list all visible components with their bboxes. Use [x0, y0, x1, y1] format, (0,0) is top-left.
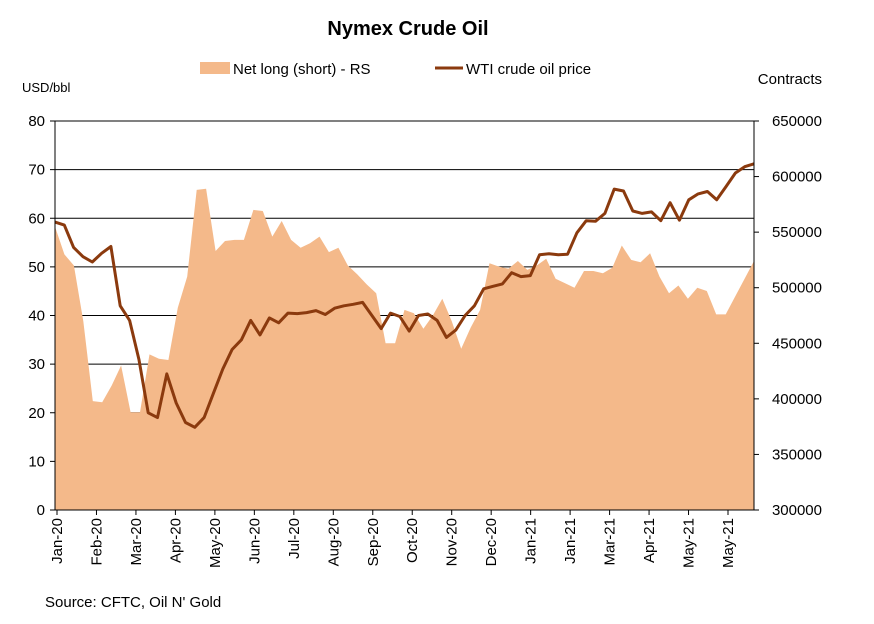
source-note: Source: CFTC, Oil N' Gold: [45, 594, 221, 611]
right-axis-tick-labels: 300000 350000 400000 450000 500000 550000 6000…: [772, 113, 822, 519]
right-tick-label: 400000: [772, 391, 822, 408]
x-tick-label: Jun-20: [246, 518, 263, 564]
x-tick-label: Feb-20: [88, 518, 105, 566]
chart-title: Nymex Crude Oil: [327, 18, 488, 40]
x-tick-label: May-20: [207, 518, 224, 568]
left-axis-unit: USD/bbl: [22, 80, 71, 95]
left-tick-label: 60: [28, 210, 45, 227]
left-tick-label: 50: [28, 259, 45, 276]
wti-price-line-layer: [54, 162, 755, 429]
x-tick-label: Jul-20: [286, 518, 303, 559]
left-tick-label: 10: [28, 453, 45, 470]
x-tick-label: May-21: [720, 518, 737, 568]
legend-label-wti: WTI crude oil price: [466, 61, 591, 78]
x-tick-label: Apr-21: [641, 518, 658, 563]
left-tick-label: 70: [28, 162, 45, 179]
right-tick-label: 600000: [772, 169, 822, 186]
left-tick-label: 20: [28, 405, 45, 422]
axes: [50, 120, 759, 515]
x-tick-label: Jan-20: [49, 518, 66, 564]
right-axis-unit: Contracts: [758, 71, 822, 88]
wti-price-line: [54, 162, 755, 429]
x-tick-label: May-21: [681, 518, 698, 568]
left-tick-label: 40: [28, 308, 45, 325]
legend-label-net-long: Net long (short) - RS: [233, 61, 371, 78]
x-tick-label: Oct-20: [404, 518, 421, 563]
right-tick-label: 550000: [772, 224, 822, 241]
x-tick-label: Nov-20: [444, 518, 461, 566]
x-axis-tick-labels: Jan-20 Feb-20 Mar-20 Apr-20 May-20 Jun-20 Jul-…: [49, 518, 737, 568]
x-tick-label: Sep-20: [365, 518, 382, 566]
net-long-area-layer: [55, 188, 754, 511]
x-tick-label: Jan-21: [562, 518, 579, 564]
x-tick-label: Jan-21: [523, 518, 540, 564]
left-tick-label: 80: [28, 113, 45, 130]
legend: Net long (short) - RS WTI crude oil pric…: [200, 61, 591, 78]
net-long-area: [55, 188, 754, 511]
right-tick-label: 350000: [772, 446, 822, 463]
right-tick-label: 650000: [772, 113, 822, 130]
right-tick-label: 450000: [772, 335, 822, 352]
x-tick-label: Mar-21: [602, 518, 619, 566]
x-tick-label: Mar-20: [128, 518, 145, 566]
left-tick-label: 0: [37, 502, 45, 519]
x-tick-label: Aug-20: [325, 518, 342, 566]
x-tick-label: Apr-20: [167, 518, 184, 563]
x-tick-label: Dec-20: [483, 518, 500, 566]
legend-swatch-net-long: [200, 62, 230, 74]
right-tick-label: 300000: [772, 502, 822, 519]
left-tick-label: 30: [28, 356, 45, 373]
right-tick-label: 500000: [772, 280, 822, 297]
left-axis-tick-labels: 0 10 20 30 40 50 60 70 80: [28, 113, 45, 519]
